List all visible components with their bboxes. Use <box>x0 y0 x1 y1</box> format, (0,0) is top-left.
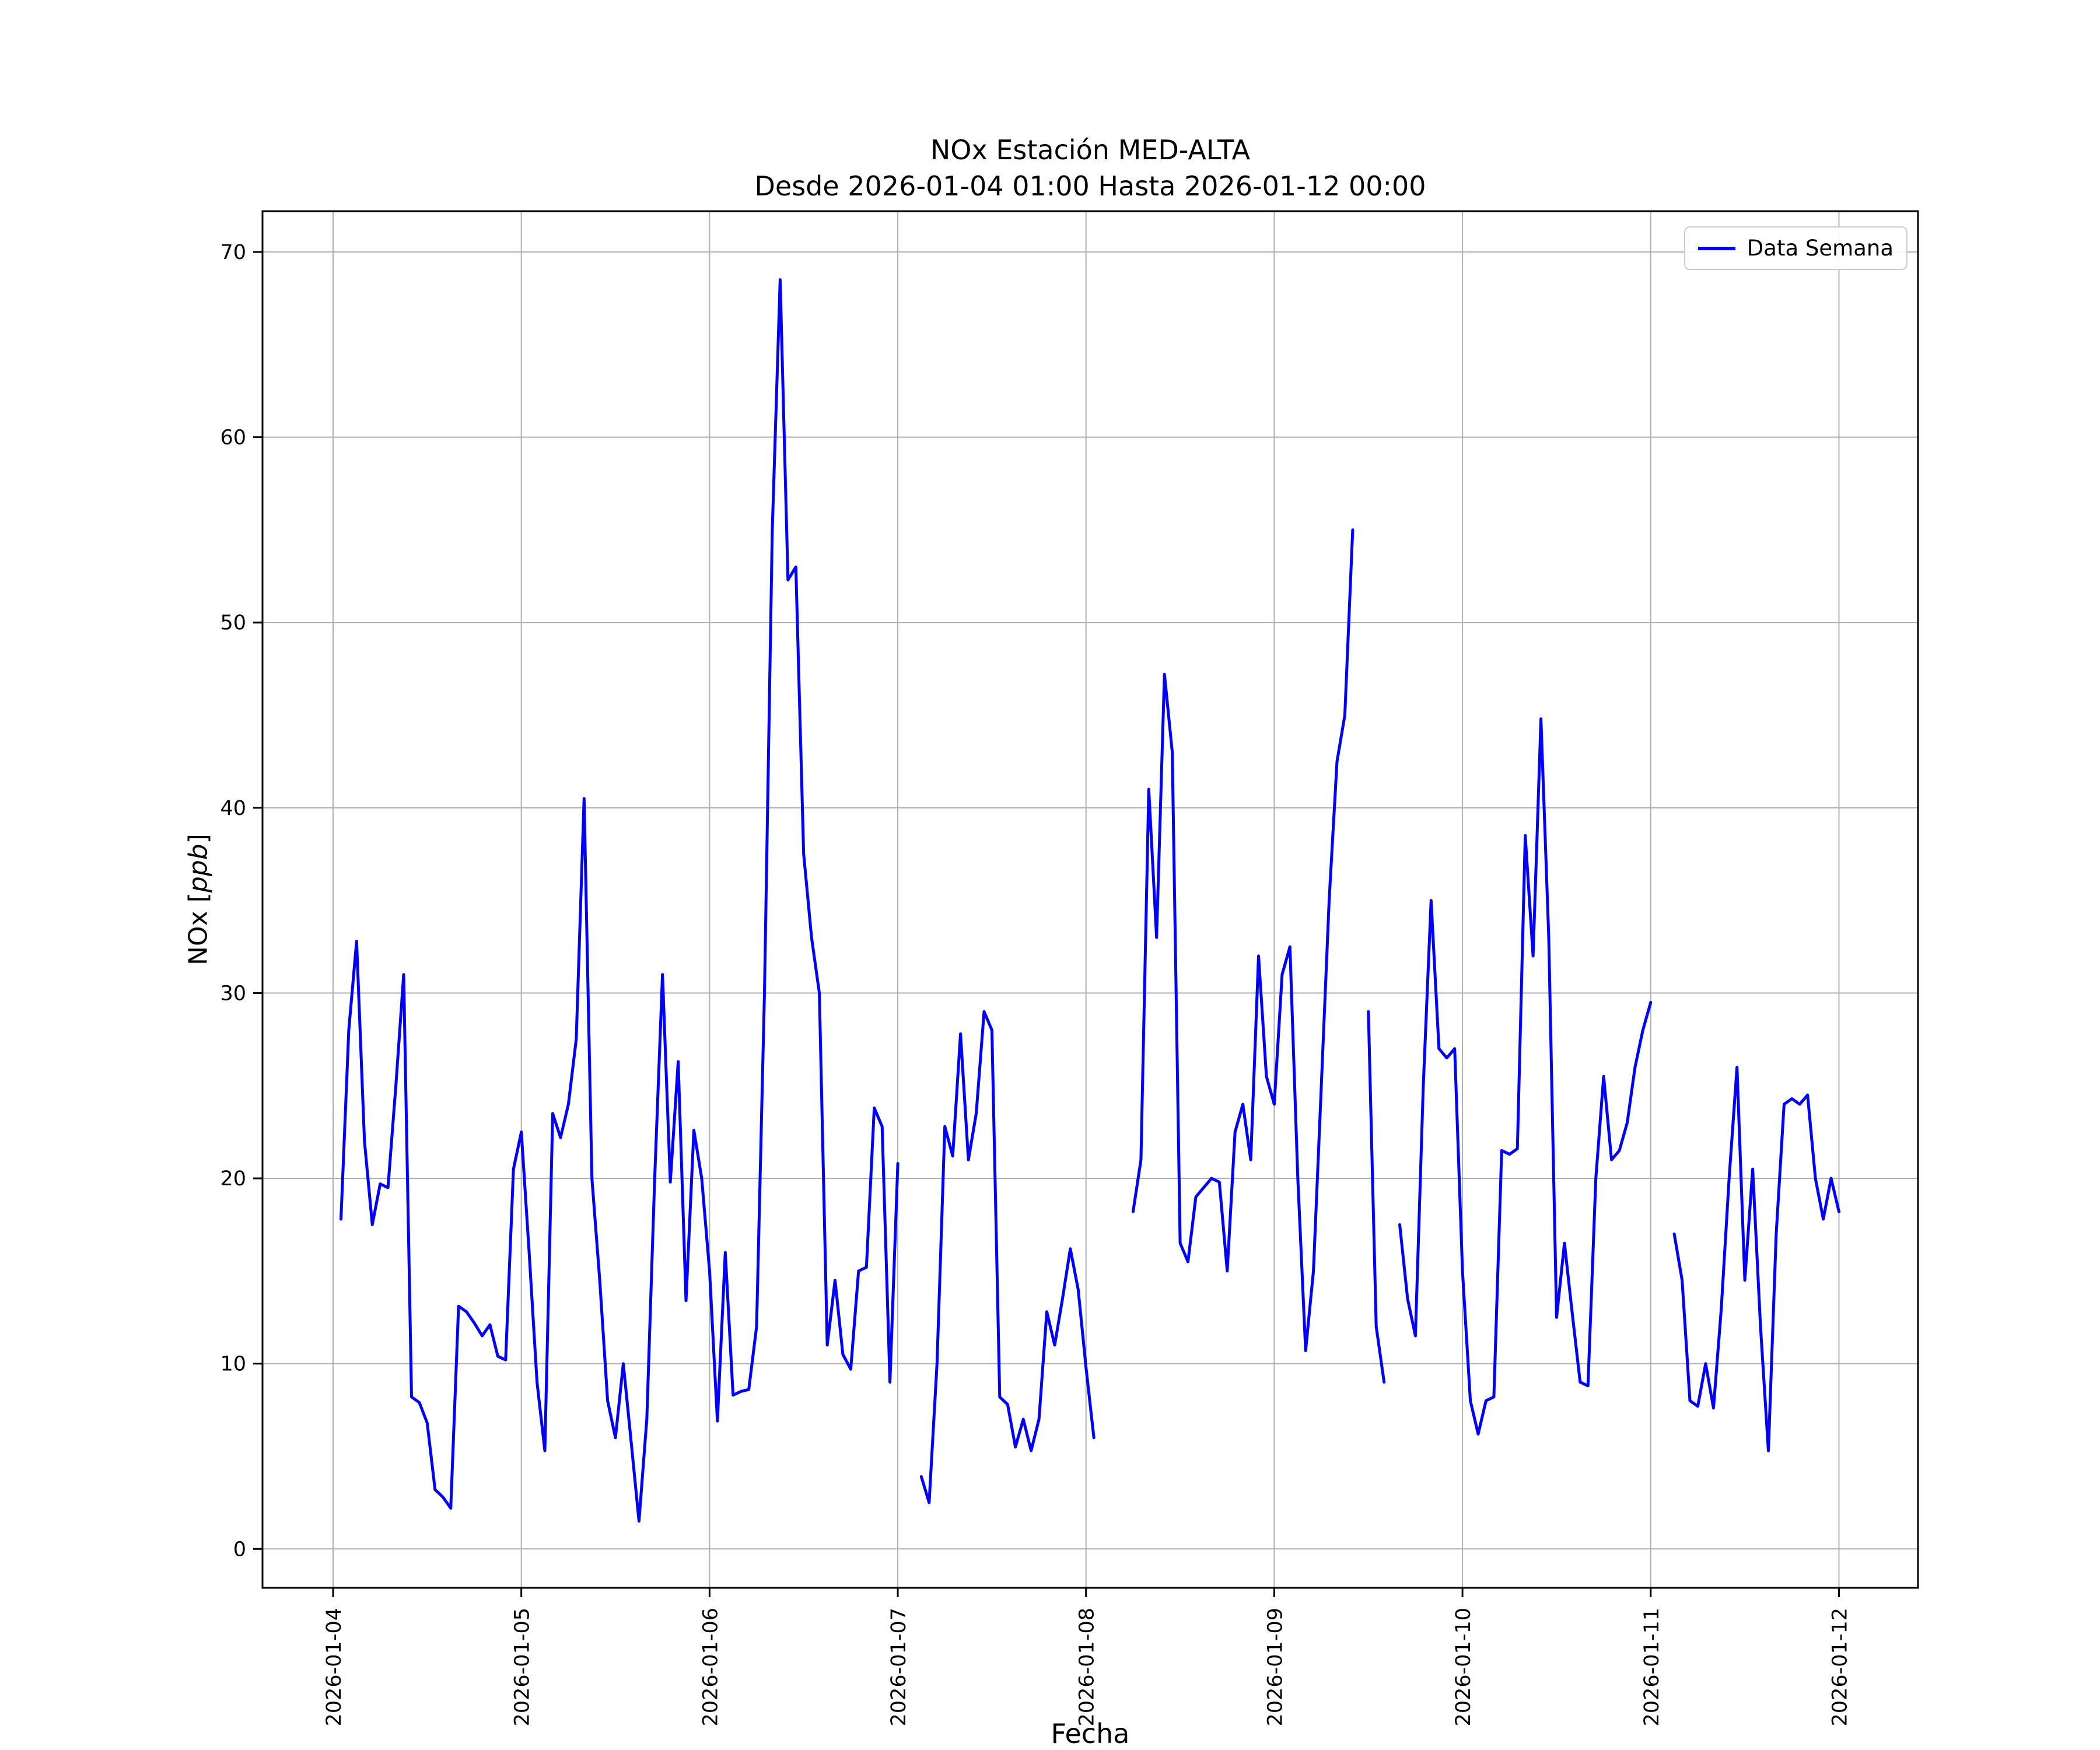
legend: Data Semana <box>1684 226 1908 270</box>
y-tick-label: 40 <box>220 797 246 820</box>
y-axis-label: NOx [ppb] <box>184 834 214 965</box>
x-axis-label: Fecha <box>1051 1718 1130 1749</box>
legend-label: Data Semana <box>1746 236 1894 261</box>
y-axis-label-post: ] <box>183 834 214 844</box>
x-tick-label: 2026-01-07 <box>887 1608 911 1726</box>
x-tick-label: 2026-01-09 <box>1264 1608 1287 1726</box>
y-tick-label: 50 <box>220 611 246 635</box>
y-axis-label-math: ppb <box>183 844 214 893</box>
y-axis-label-pre: NOx [ <box>183 892 214 965</box>
data-line <box>1398 717 1653 1436</box>
chart-title-line2: Desde 2026-01-04 01:00 Hasta 2026-01-12 … <box>754 170 1426 202</box>
x-tick-label: 2026-01-10 <box>1452 1608 1475 1726</box>
axes-spines <box>261 210 1919 1589</box>
x-tick-label: 2026-01-06 <box>699 1608 722 1726</box>
data-line <box>1131 528 1354 1352</box>
chart-title: NOx Estación MED-ALTA Desde 2026-01-04 0… <box>262 132 1918 204</box>
x-tick-label: 2026-01-12 <box>1828 1608 1852 1726</box>
legend-line-sample <box>1698 246 1735 250</box>
x-tick-label: 2026-01-08 <box>1076 1608 1099 1726</box>
y-tick-label: 20 <box>220 1167 246 1191</box>
y-tick-label: 30 <box>220 982 246 1005</box>
y-tick-label: 60 <box>220 426 246 450</box>
y-tick-label: 70 <box>220 241 246 264</box>
y-tick-label: 0 <box>233 1538 246 1561</box>
data-line <box>340 278 900 1523</box>
data-line <box>919 1010 1096 1504</box>
data-line <box>1367 1010 1386 1384</box>
y-tick-label: 10 <box>220 1353 246 1376</box>
x-tick-label: 2026-01-05 <box>511 1608 534 1726</box>
x-tick-label: 2026-01-04 <box>323 1608 346 1726</box>
data-line <box>1672 1066 1840 1452</box>
chart-title-line1: NOx Estación MED-ALTA <box>930 134 1251 166</box>
x-tick-label: 2026-01-11 <box>1640 1608 1664 1726</box>
